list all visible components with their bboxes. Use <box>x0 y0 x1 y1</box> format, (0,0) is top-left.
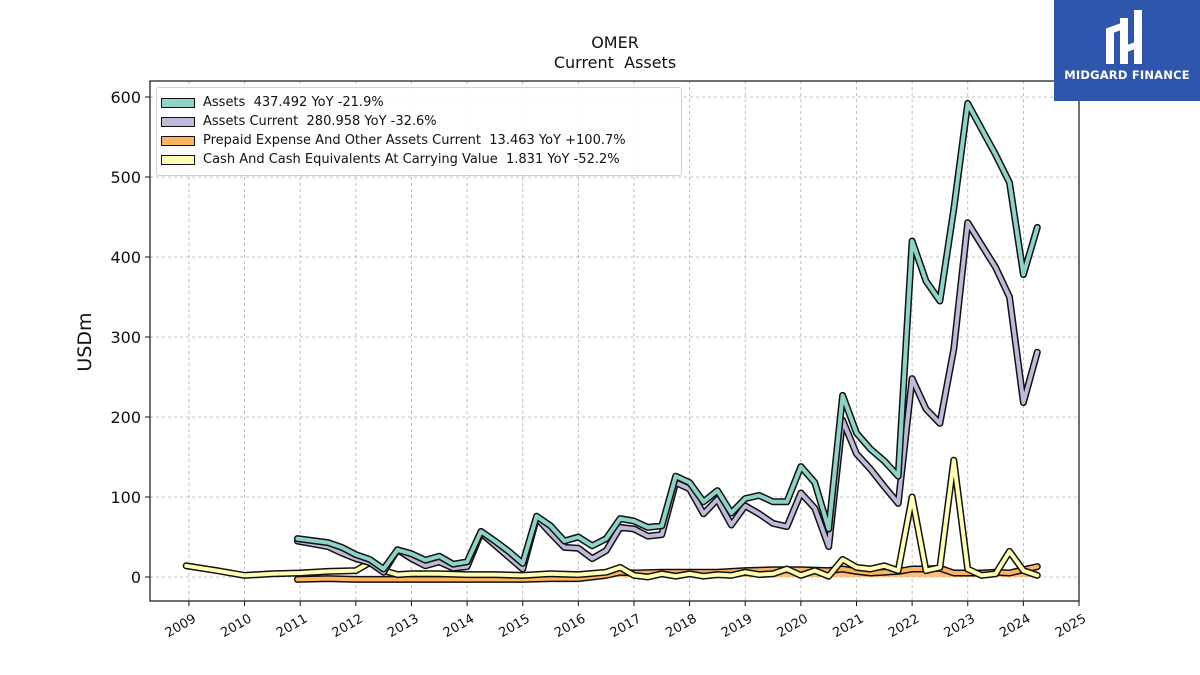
x-tick-label: 2011 <box>274 611 310 641</box>
midgard-logo-icon <box>1106 10 1142 64</box>
x-tick-label: 2014 <box>441 611 477 641</box>
y-tick-label: 500 <box>110 168 141 187</box>
series-lines <box>182 99 1041 583</box>
legend-item-cash: Cash And Cash Equivalents At Carrying Va… <box>157 150 681 169</box>
x-tick-label: 2023 <box>942 611 978 641</box>
x-tick-label: 2010 <box>218 611 254 641</box>
plot-frame <box>149 80 1080 602</box>
x-tick-label: 2015 <box>497 611 533 641</box>
series-prepaid-expense <box>293 563 1041 583</box>
x-tick-label: 2017 <box>608 611 644 641</box>
y-tick-label: 200 <box>110 408 141 427</box>
x-tick-label: 2024 <box>997 611 1033 641</box>
y-tick-label: 300 <box>110 328 141 347</box>
x-tick-label: 2021 <box>830 611 866 641</box>
x-tick-label: 2025 <box>1053 611 1089 641</box>
legend-label-prepaid-expense: Prepaid Expense And Other Assets Current… <box>203 133 626 148</box>
legend-swatch-assets-current <box>161 116 195 127</box>
legend-label-assets-current: Assets Current 280.958 YoY -32.6% <box>203 114 437 129</box>
series-assets <box>293 99 1041 573</box>
legend-swatch-prepaid-expense <box>161 135 195 146</box>
y-tick-label: 400 <box>110 248 141 267</box>
legend-item-assets-current: Assets Current 280.958 YoY -32.6% <box>157 112 681 131</box>
brand-logo: MIDGARD FINANCE <box>1054 0 1200 101</box>
series-cash <box>182 456 1041 581</box>
y-tick-label: 0 <box>131 568 141 587</box>
legend: Assets 437.492 YoY -21.9% Assets Current… <box>156 87 682 176</box>
grid-lines <box>150 81 1080 601</box>
y-axis-label: USDm <box>74 312 96 371</box>
x-tick-label: 2016 <box>552 611 588 641</box>
chart-title: OMER <box>591 33 639 52</box>
x-axis-ticks: 2009 2010 2011 2012 2013 2014 2015 2016 2017 2018… <box>163 601 1089 641</box>
x-tick-label: 2019 <box>719 611 755 641</box>
legend-swatch-assets <box>161 97 195 108</box>
y-tick-label: 100 <box>110 488 141 507</box>
y-tick-label: 600 <box>110 88 141 107</box>
x-tick-label: 2020 <box>775 611 811 641</box>
cash-line <box>184 458 1040 579</box>
prepaid-expense-line <box>295 564 1040 582</box>
y-axis-ticks: 0 100 200 300 400 500 600 <box>110 88 150 587</box>
brand-name: MIDGARD FINANCE <box>1064 68 1190 82</box>
x-tick-label: 2009 <box>163 611 199 641</box>
chart-subtitle: Current Assets <box>554 53 676 72</box>
legend-swatch-cash <box>161 154 195 165</box>
assets-line <box>295 101 1040 571</box>
legend-item-assets: Assets 437.492 YoY -21.9% <box>157 93 681 112</box>
legend-label-assets: Assets 437.492 YoY -21.9% <box>203 95 384 110</box>
x-tick-label: 2022 <box>886 611 922 641</box>
x-tick-label: 2018 <box>663 611 699 641</box>
legend-label-cash: Cash And Cash Equivalents At Carrying Va… <box>203 152 620 167</box>
legend-item-prepaid-expense: Prepaid Expense And Other Assets Current… <box>157 131 681 150</box>
x-tick-label: 2012 <box>330 611 366 641</box>
x-tick-label: 2013 <box>385 611 421 641</box>
